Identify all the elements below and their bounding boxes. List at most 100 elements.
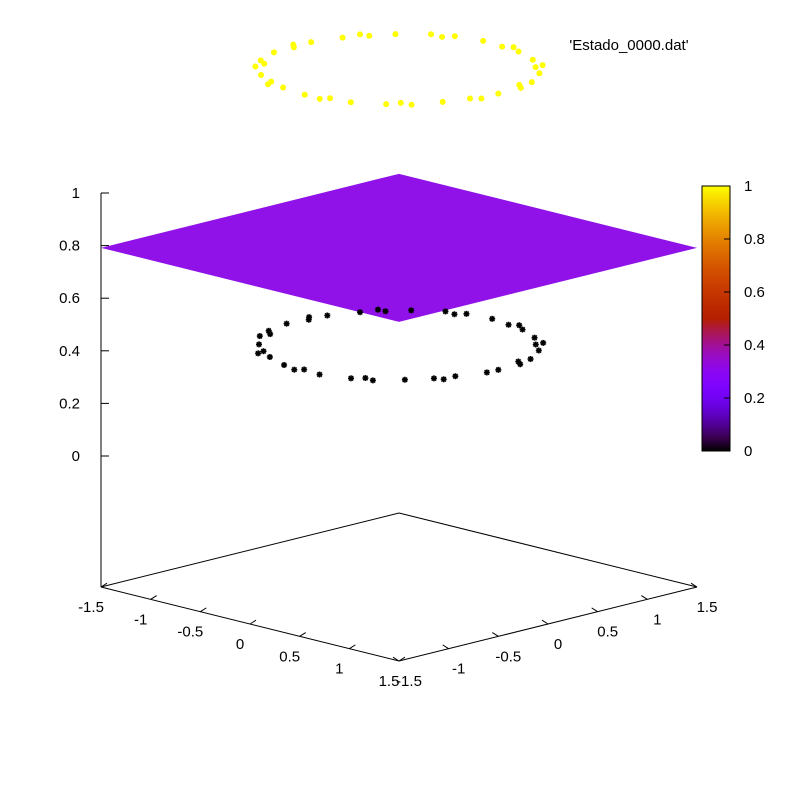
colorbox-bar bbox=[701, 185, 731, 452]
data-point bbox=[428, 31, 435, 38]
x-tick-label: 0.5 bbox=[279, 648, 300, 665]
data-point bbox=[539, 62, 546, 69]
data-point bbox=[483, 369, 490, 376]
y-tick-label: 1 bbox=[653, 611, 661, 628]
data-point bbox=[301, 366, 308, 373]
data-point bbox=[451, 33, 458, 40]
data-point bbox=[357, 309, 364, 316]
base-back-right-edge bbox=[398, 512, 698, 588]
data-point bbox=[442, 308, 449, 315]
data-point bbox=[535, 347, 542, 354]
surface-plane bbox=[101, 173, 697, 322]
data-point bbox=[510, 44, 517, 51]
x-tick-label: 0 bbox=[236, 636, 244, 653]
data-point bbox=[532, 341, 539, 348]
data-point bbox=[392, 31, 399, 38]
y-tick-label: -0.5 bbox=[495, 648, 521, 665]
data-point bbox=[281, 362, 288, 369]
data-point bbox=[532, 64, 539, 71]
data-point bbox=[252, 63, 259, 70]
x-tick-label: -1.5 bbox=[78, 599, 104, 616]
data-point bbox=[536, 70, 543, 77]
y-tick-label: -1.5 bbox=[396, 673, 422, 690]
colorbox-tick-label: 0.4 bbox=[744, 337, 765, 354]
y-tick-mark bbox=[591, 607, 598, 613]
data-point bbox=[480, 37, 487, 44]
data-point bbox=[515, 358, 522, 365]
x-tick-mark bbox=[249, 619, 257, 625]
data-point bbox=[339, 34, 346, 41]
x-tick-label: -1 bbox=[134, 611, 147, 628]
data-point bbox=[283, 320, 290, 327]
x-tick-mark bbox=[150, 595, 157, 600]
x-tick-label: 1 bbox=[335, 661, 343, 678]
data-point bbox=[499, 43, 506, 50]
data-point bbox=[529, 56, 536, 63]
data-point bbox=[408, 307, 415, 314]
data-point bbox=[495, 366, 502, 373]
data-point bbox=[401, 376, 408, 383]
data-point bbox=[256, 333, 263, 340]
y-tick-mark bbox=[492, 632, 499, 637]
series-group bbox=[101, 31, 697, 384]
data-point bbox=[528, 79, 535, 86]
data-point bbox=[440, 376, 447, 383]
data-point bbox=[495, 90, 502, 97]
data-point bbox=[478, 95, 485, 102]
data-point bbox=[258, 71, 265, 78]
data-point bbox=[362, 375, 369, 382]
data-point bbox=[527, 356, 534, 363]
data-point bbox=[467, 95, 474, 102]
z-tick-label: 0.2 bbox=[59, 395, 80, 412]
x-tick-mark bbox=[299, 632, 306, 637]
x-tick-mark bbox=[349, 644, 356, 650]
data-point bbox=[452, 373, 459, 380]
data-point bbox=[348, 375, 355, 382]
data-point bbox=[383, 101, 390, 108]
data-point bbox=[291, 366, 298, 373]
tick-labels-group: -1.5-1-0.500.511.5-1.5-1-0.500.511.500.2… bbox=[59, 185, 717, 690]
x-tick-label: 1.5 bbox=[379, 673, 400, 690]
data-point bbox=[505, 321, 512, 328]
x-tick-label: -0.5 bbox=[177, 624, 203, 641]
z-tick-label: 0.6 bbox=[59, 290, 80, 307]
data-point bbox=[280, 84, 287, 91]
data-point bbox=[270, 49, 277, 56]
x-tick-mark bbox=[200, 607, 207, 613]
data-point bbox=[267, 331, 274, 338]
y-tick-label: 0 bbox=[554, 636, 562, 653]
data-point bbox=[430, 375, 437, 382]
x-tick-mark bbox=[100, 582, 108, 588]
y-tick-mark bbox=[442, 644, 449, 650]
data-point bbox=[255, 350, 262, 357]
legend-entry-label: 'Estado_0000.dat' bbox=[569, 37, 688, 54]
z-tick-label: 0.4 bbox=[59, 343, 80, 360]
data-point bbox=[408, 101, 415, 108]
colorbox-tick-label: 0.2 bbox=[744, 390, 765, 407]
data-point bbox=[327, 95, 334, 102]
data-point bbox=[261, 60, 268, 67]
data-point bbox=[463, 310, 470, 317]
colorbox-tick-label: 0 bbox=[744, 443, 752, 460]
z-tick-label: 1 bbox=[72, 185, 80, 202]
data-point bbox=[301, 91, 308, 98]
data-point bbox=[324, 312, 331, 319]
data-point bbox=[439, 98, 446, 105]
data-point bbox=[265, 81, 272, 88]
axes-group bbox=[100, 192, 698, 662]
data-point bbox=[397, 99, 404, 106]
colorbox-tick-label: 1 bbox=[744, 178, 752, 195]
data-point bbox=[347, 99, 354, 106]
data-point bbox=[256, 341, 263, 348]
data-point bbox=[290, 44, 297, 51]
y-tick-label: 0.5 bbox=[597, 624, 618, 641]
data-point bbox=[515, 48, 522, 55]
data-point bbox=[308, 39, 315, 46]
base-back-left-edge bbox=[100, 512, 400, 588]
data-point bbox=[374, 306, 381, 313]
y-tick-label: -1 bbox=[452, 661, 465, 678]
data-point bbox=[305, 316, 312, 323]
data-point bbox=[266, 353, 273, 360]
data-point bbox=[366, 32, 373, 39]
